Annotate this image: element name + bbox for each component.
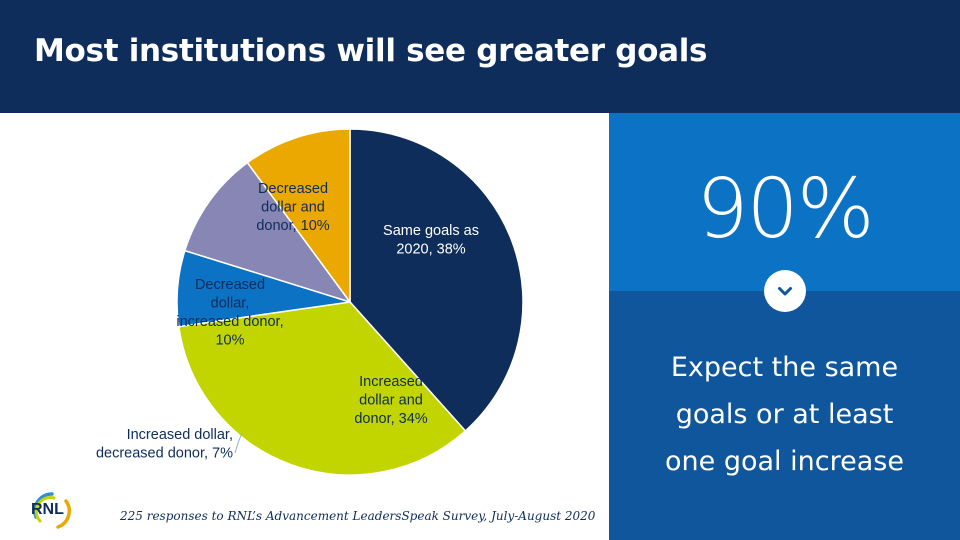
pie-chart: Same goals as 2020, 38% Increased dollar an… (96, 128, 524, 476)
pie-slices (176, 128, 524, 476)
page-title: Most institutions will see greater goals (34, 33, 708, 69)
footnote: 225 responses to RNL’s Advancement Leade… (120, 509, 596, 523)
down-button[interactable] (764, 270, 806, 312)
stat-caption-line: Expect the same (670, 352, 899, 383)
pie-label-increased-dollar-donor: Increased dollar and donor, 34% (354, 374, 427, 427)
pie-slice-decreased-dollar-donor (246, 128, 351, 305)
stat-panel-top (609, 113, 960, 291)
pie-label-decreased-dollar-increased-donor: Decreased dollar, increased donor, 10% (176, 277, 283, 349)
stat-caption: Expect the same goals or at least one go… (609, 344, 960, 485)
header-bar: Most institutions will see greater goals (0, 0, 960, 113)
pie-label-increased-dollar-decreased-donor: Increased dollar, decreased donor, 7% (96, 427, 233, 462)
logo-text: RNL (31, 501, 64, 518)
pie-labels: Same goals as 2020, 38% Increased dollar an… (96, 181, 479, 462)
pie-slice-decreased-dollar-increased-donor (183, 161, 352, 304)
stat-caption-line: goals or at least (675, 399, 894, 430)
pie-label-same-goals: Same goals as 2020, 38% (383, 223, 479, 258)
stat-value: 90% (696, 162, 874, 257)
chevron-down-icon (778, 287, 792, 296)
stat-caption-line: one goal increase (665, 446, 904, 477)
pie-label-decreased-dollar-donor: Decreased dollar and donor, 10% (256, 181, 329, 234)
rnl-logo-icon (33, 492, 71, 529)
stat-panel-bottom (609, 291, 960, 540)
pie-slice-same-goals (349, 128, 524, 432)
pie-slice-increased-dollar-donor (177, 301, 467, 476)
pie-leader-line (234, 432, 243, 454)
